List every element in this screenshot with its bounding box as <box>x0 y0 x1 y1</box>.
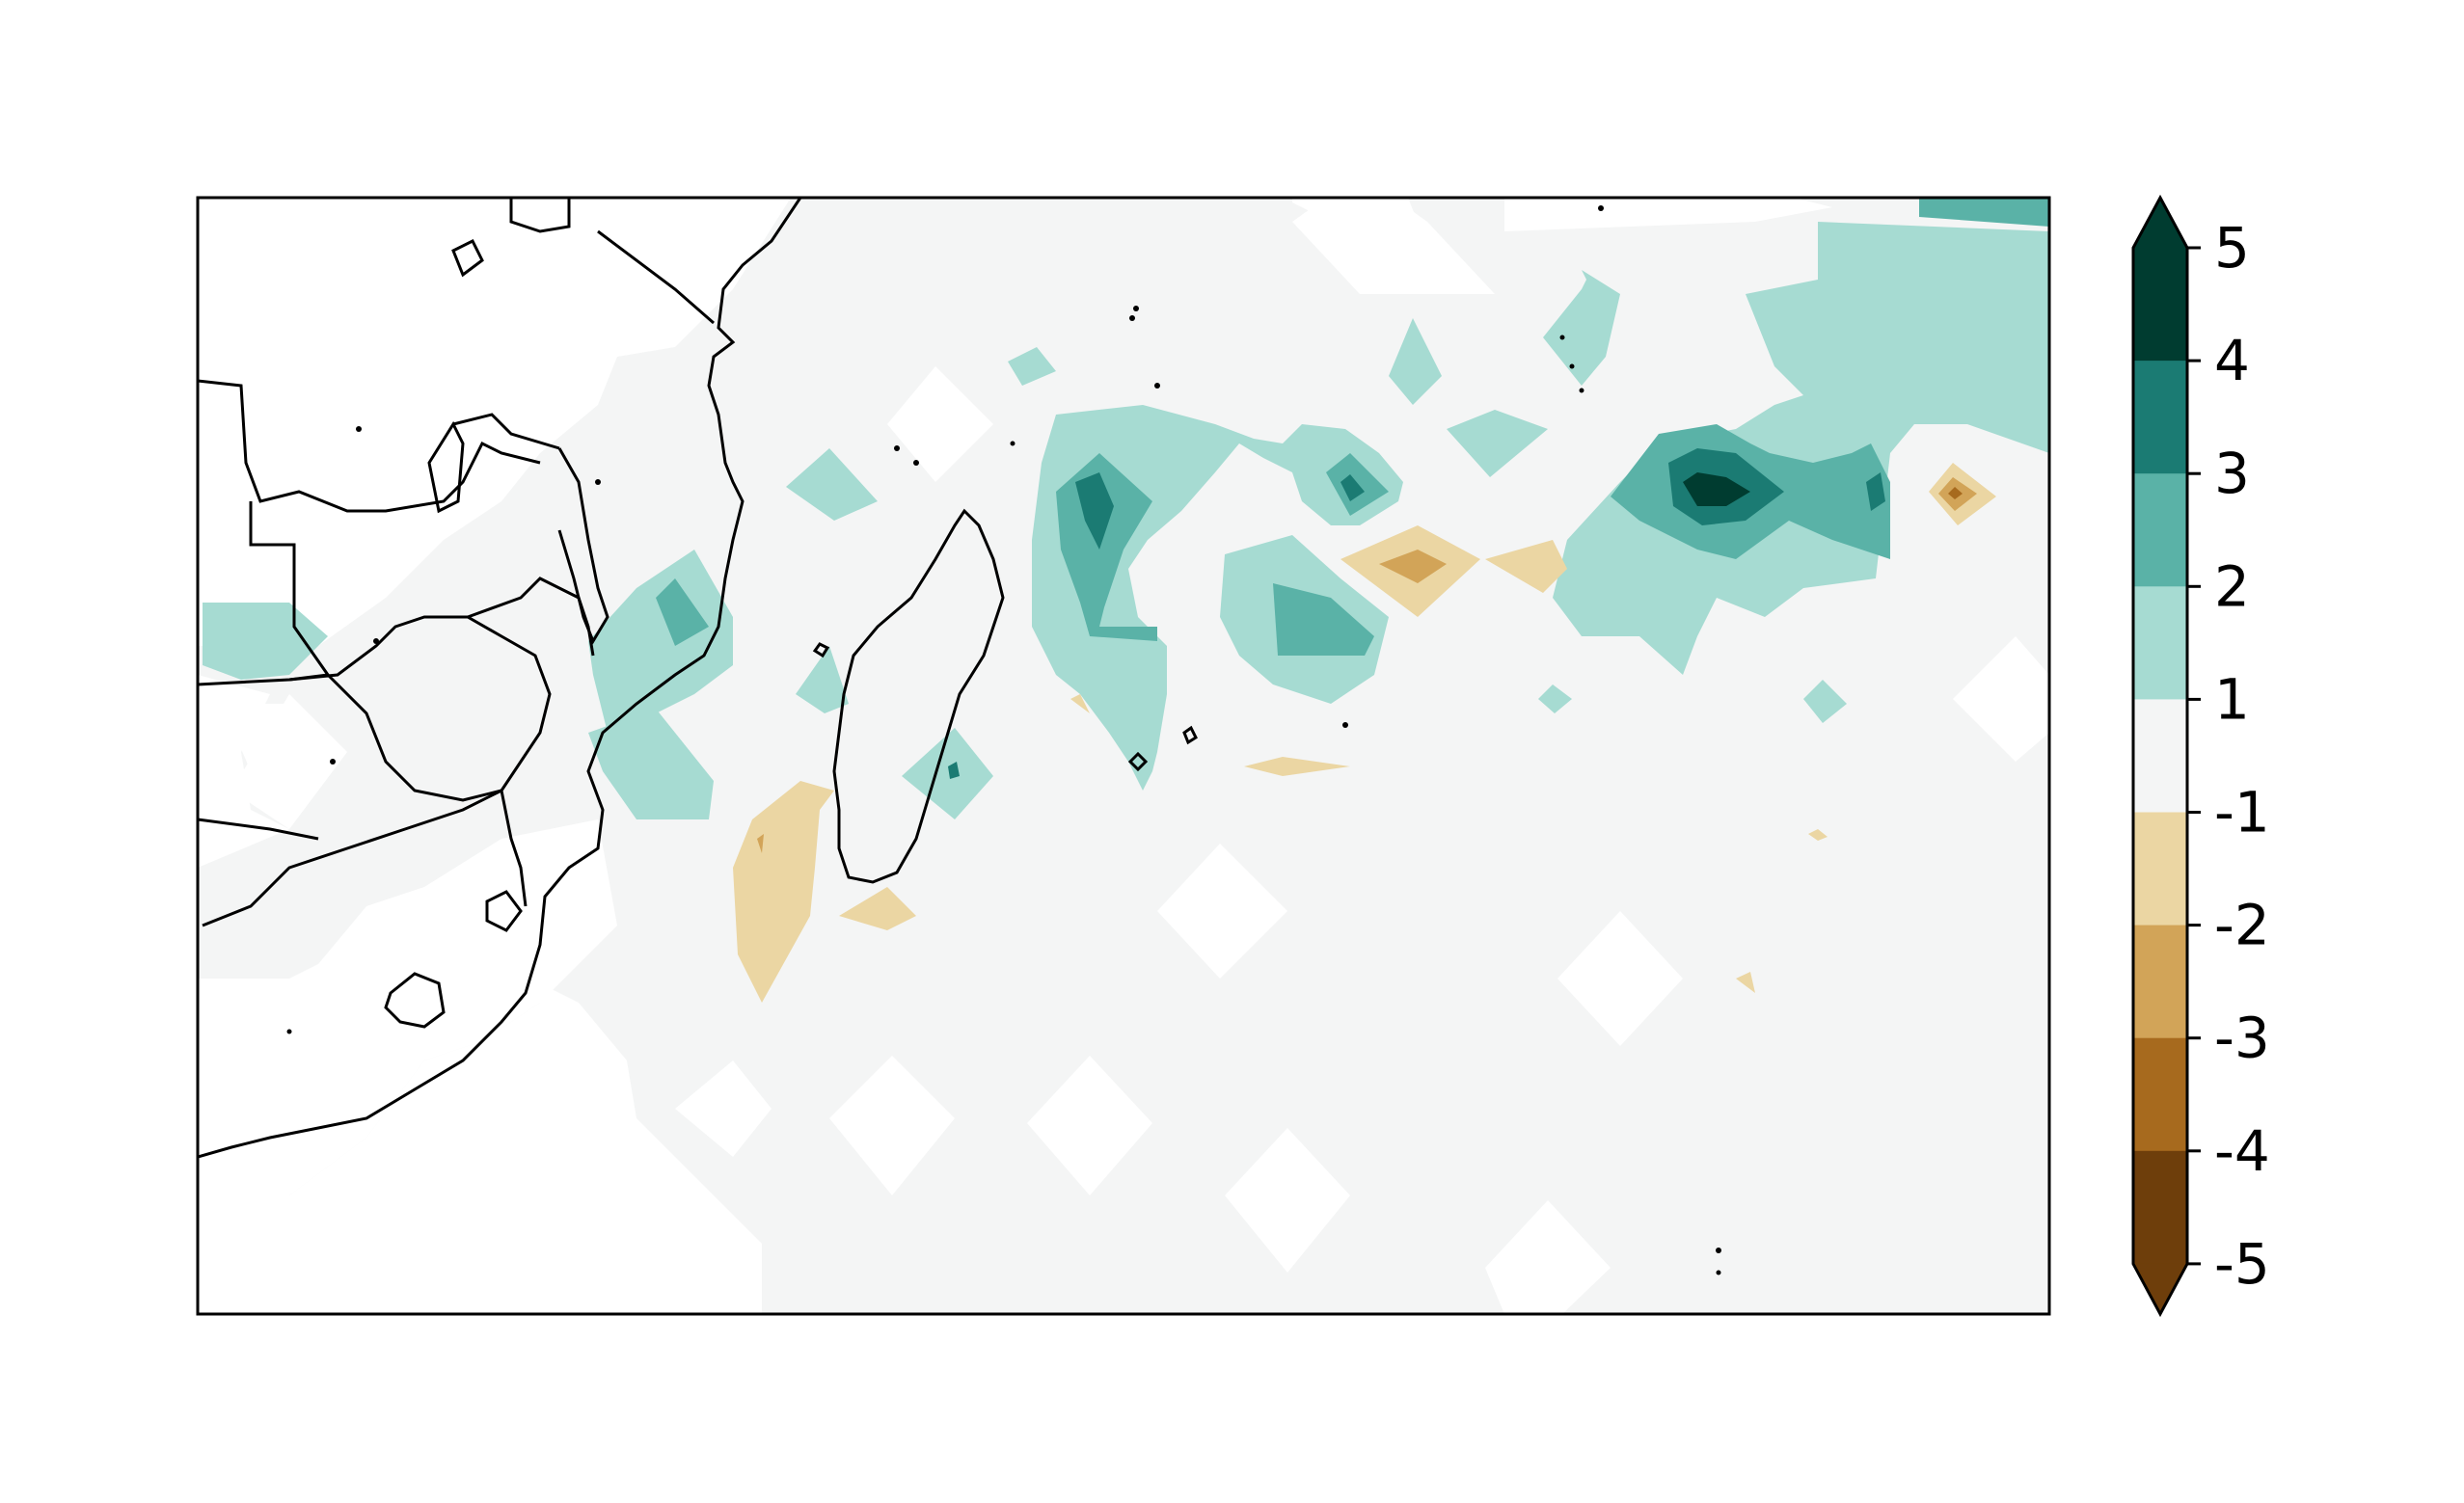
colorbar-tick-label: 2 <box>2214 553 2250 619</box>
colorbar-level-1 <box>2133 361 2187 474</box>
colorbar-tick-label: -3 <box>2214 1006 2270 1071</box>
map-frame <box>196 196 2051 1316</box>
colorbar-level-6 <box>2133 925 2187 1039</box>
border-zambia <box>198 379 541 513</box>
colorbar-level-4 <box>2133 699 2187 813</box>
border-north <box>597 229 715 325</box>
lake-1 <box>451 238 484 278</box>
eswatini <box>485 890 523 932</box>
comoros-1 <box>812 642 830 658</box>
colorbar-level-0 <box>2133 248 2187 362</box>
colorbar-tick-label: -5 <box>2214 1231 2270 1297</box>
contour-level-neg-3-neg-4 <box>1948 487 1963 499</box>
border-south-africa <box>500 790 528 907</box>
colorbar: 5 4 3 2 1 -1 -2 -3 -4 -5 <box>2131 194 2270 1318</box>
border-zambia-zimbabwe <box>288 615 552 802</box>
lesotho <box>384 972 446 1029</box>
colorbar-extend-min <box>2133 1263 2187 1314</box>
colorbar-tick-label: 1 <box>2214 666 2250 732</box>
coastlines <box>198 198 1198 1159</box>
lake-3 <box>427 420 465 514</box>
africa-coastline <box>198 198 802 1159</box>
colorbar-level-3 <box>2133 586 2187 700</box>
colorbar-tick-label: -1 <box>2214 780 2270 845</box>
colorbar-level-5 <box>2133 812 2187 926</box>
island-dots <box>286 205 1721 1275</box>
colorbar-level-8 <box>2133 1150 2187 1265</box>
border-mozambique-zimbabwe <box>467 577 595 657</box>
colorbar-level-7 <box>2133 1037 2187 1152</box>
colorbar-tick-label: -4 <box>2214 1118 2270 1184</box>
colorbar-level-2 <box>2133 473 2187 587</box>
lake-malawi-border <box>557 447 609 645</box>
reunion <box>1127 751 1149 772</box>
border-botswana-sa <box>202 789 502 927</box>
masked-regions <box>198 198 2049 1314</box>
colorbar-tick-label: 3 <box>2214 441 2250 506</box>
contour-level-neg-1-neg-2 <box>733 463 1996 1003</box>
colorbar-tick-label: -2 <box>2214 893 2270 958</box>
colorbar-extend-max <box>2133 198 2187 248</box>
madagascar <box>832 508 1005 884</box>
border-tanzania <box>452 413 560 450</box>
colorbar-tick-label: 5 <box>2214 215 2250 281</box>
map-panel <box>198 198 2049 1314</box>
mauritius <box>1182 725 1198 745</box>
lake-2 <box>509 198 571 233</box>
border-namibia <box>198 818 319 841</box>
colorbar-tick-label: 4 <box>2214 328 2250 393</box>
contour-level-4-5 <box>1683 472 1750 506</box>
